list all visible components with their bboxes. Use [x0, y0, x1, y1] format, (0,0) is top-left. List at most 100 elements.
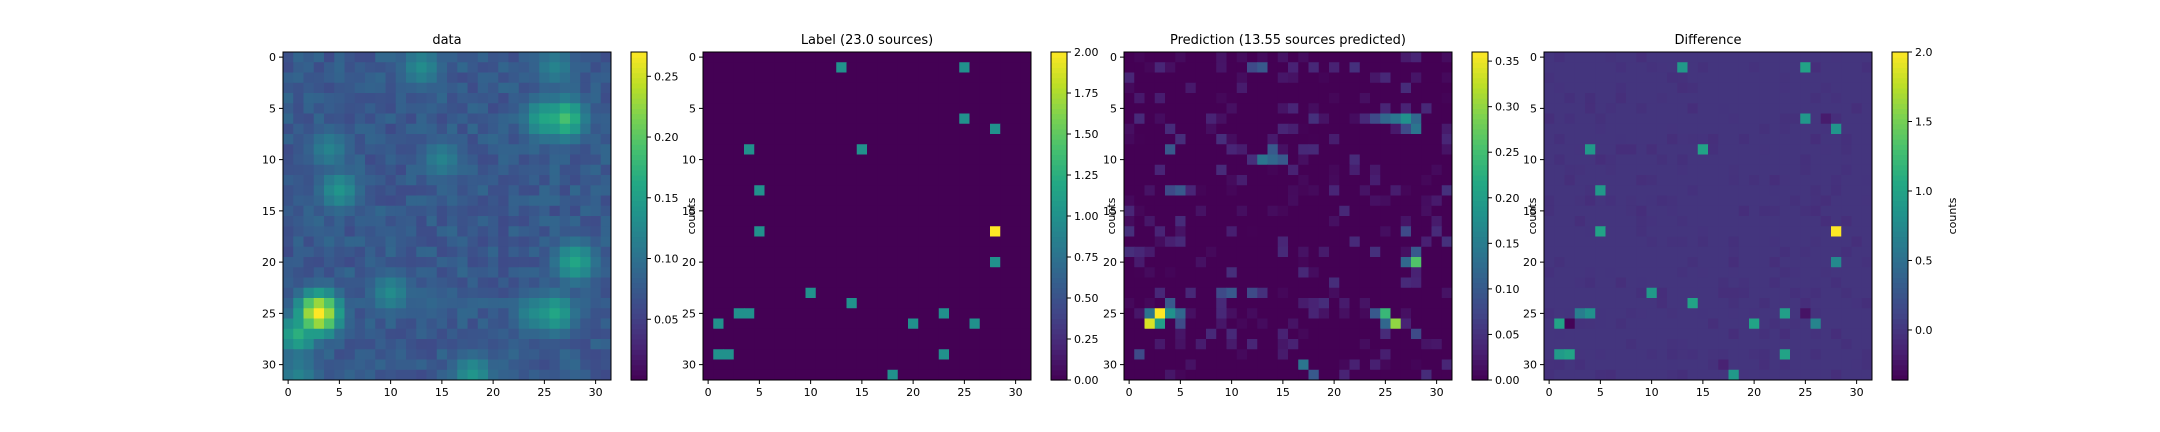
heatmap-cell	[1851, 298, 1863, 309]
heatmap-cell	[949, 339, 960, 350]
heatmap-cell	[897, 113, 909, 125]
x-tick-label: 15	[1276, 386, 1290, 399]
heatmap-cell	[375, 328, 386, 340]
heatmap-cell	[488, 72, 499, 84]
heatmap-cell	[1636, 226, 1647, 237]
heatmap-cell	[1687, 246, 1699, 258]
heatmap-cell	[1851, 93, 1863, 104]
heatmap-cell	[1605, 349, 1617, 360]
heatmap-cell	[1165, 277, 1176, 289]
heatmap-cell	[467, 175, 479, 186]
heatmap-cell	[426, 82, 438, 94]
heatmap-cell	[1441, 257, 1453, 268]
y-tick-label: 20	[262, 256, 276, 269]
heatmap-cell	[990, 72, 1001, 84]
heatmap-cell	[1708, 52, 1719, 63]
heatmap-cell	[1349, 277, 1361, 289]
heatmap-cell	[959, 52, 970, 63]
colorbar-segment	[1472, 134, 1488, 140]
heatmap-cell	[1646, 62, 1658, 73]
heatmap-cell	[313, 277, 325, 289]
heatmap-cell	[1656, 175, 1668, 186]
heatmap-cell	[1134, 246, 1145, 258]
heatmap-cell	[785, 154, 796, 166]
heatmap-cell	[1165, 257, 1176, 268]
heatmap-cell	[313, 175, 325, 186]
heatmap-cell	[1708, 123, 1719, 135]
heatmap-cell	[1779, 93, 1791, 104]
heatmap-cell	[1370, 216, 1381, 227]
heatmap-cell	[1216, 246, 1227, 258]
heatmap-cell	[1841, 267, 1852, 278]
heatmap-cell	[590, 62, 602, 73]
heatmap-cell	[1810, 339, 1822, 350]
heatmap-cell	[467, 287, 479, 299]
heatmap-cell	[293, 123, 304, 135]
heatmap-cell	[805, 52, 817, 63]
heatmap-cell	[1206, 236, 1217, 248]
heatmap-cell	[313, 52, 325, 63]
heatmap-cell	[488, 308, 499, 319]
heatmap-cell	[1759, 175, 1770, 186]
heatmap-cell	[457, 195, 468, 207]
heatmap-cell	[815, 257, 827, 268]
heatmap-cell	[1000, 298, 1011, 309]
heatmap-cell	[293, 93, 304, 104]
heatmap-cell	[477, 277, 489, 289]
heatmap-cell	[774, 103, 786, 114]
heatmap-cell	[324, 216, 335, 227]
heatmap-cell	[1800, 113, 1811, 125]
heatmap-cell	[979, 246, 991, 258]
heatmap-cell	[723, 246, 735, 258]
heatmap-cell	[836, 359, 847, 371]
heatmap-cell	[1154, 339, 1166, 350]
colorbar-segment	[1472, 262, 1488, 268]
heatmap-cell	[1708, 359, 1719, 371]
heatmap-cell	[385, 52, 397, 63]
heatmap-cell	[1154, 113, 1166, 125]
heatmap-cell	[1185, 298, 1197, 309]
heatmap-cell	[713, 134, 724, 145]
colorbar-segment	[1892, 349, 1908, 355]
heatmap-cell	[324, 287, 335, 299]
heatmap-cell	[856, 359, 868, 371]
heatmap-cell	[1810, 308, 1822, 319]
heatmap-cell	[733, 267, 745, 278]
heatmap-cell	[570, 52, 581, 63]
heatmap-cell	[1687, 205, 1699, 217]
heatmap-cell	[467, 62, 479, 73]
heatmap-cell	[1861, 287, 1873, 299]
heatmap-cell	[1585, 359, 1596, 371]
heatmap-cell	[1841, 226, 1852, 237]
heatmap-cell	[1349, 298, 1361, 309]
heatmap-cell	[1708, 308, 1719, 319]
heatmap-cell	[426, 298, 438, 309]
heatmap-cell	[1441, 195, 1453, 207]
heatmap-cell	[713, 123, 724, 135]
heatmap-cell	[1421, 205, 1432, 217]
heatmap-cell	[1605, 246, 1617, 258]
heatmap-cell	[1626, 144, 1637, 155]
colorbar-segment	[1472, 108, 1488, 115]
heatmap-cell	[1308, 298, 1320, 309]
heatmap-cell	[1339, 298, 1350, 309]
heatmap-cell	[1851, 144, 1863, 155]
heatmap-cell	[785, 144, 796, 155]
heatmap-cell	[1144, 277, 1156, 289]
heatmap-cell	[303, 318, 315, 330]
heatmap-cell	[754, 134, 765, 145]
heatmap-cell	[1605, 82, 1617, 94]
heatmap-cell	[529, 134, 540, 145]
heatmap-cell	[1277, 195, 1289, 207]
heatmap-cell	[1677, 195, 1688, 207]
heatmap-cell	[713, 185, 724, 196]
heatmap-cell	[1697, 308, 1709, 319]
heatmap-cell	[1861, 123, 1873, 135]
heatmap-cell	[395, 246, 407, 258]
heatmap-cell	[457, 123, 468, 135]
heatmap-cell	[354, 62, 366, 73]
heatmap-cell	[805, 103, 817, 114]
heatmap-cell	[1759, 287, 1770, 299]
heatmap-cell	[887, 72, 899, 84]
heatmap-cell	[498, 359, 509, 371]
